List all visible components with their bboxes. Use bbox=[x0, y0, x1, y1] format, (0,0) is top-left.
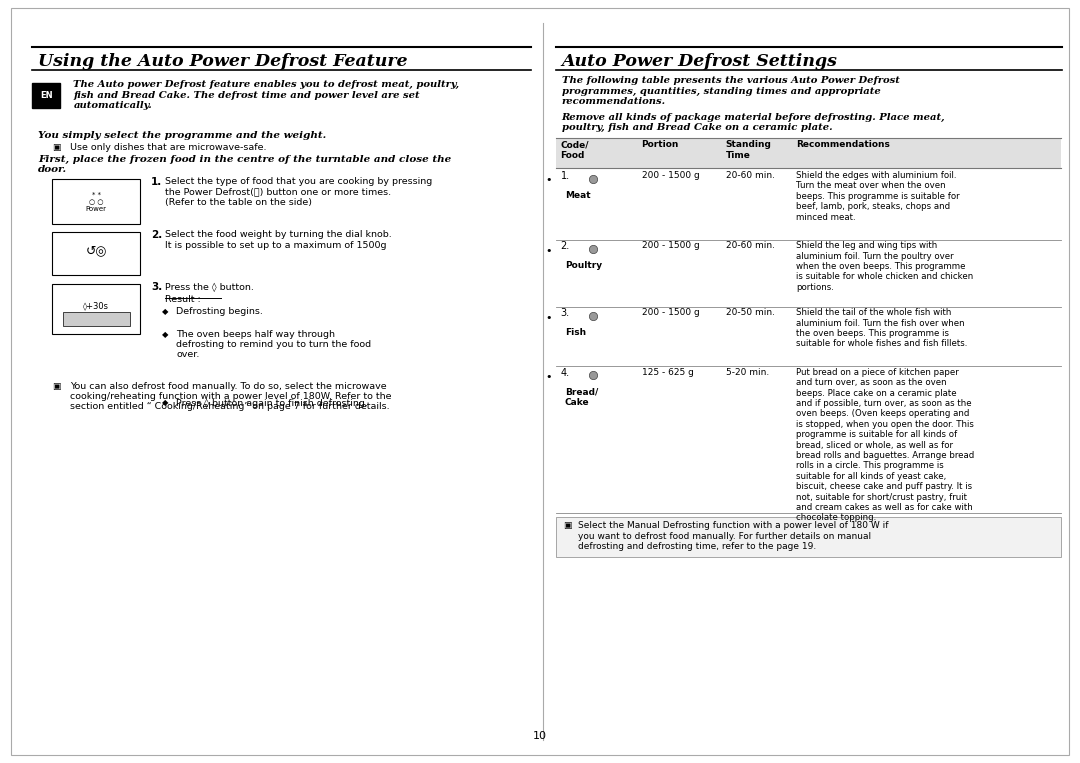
Text: The following table presents the various Auto Power Defrost
programmes, quantiti: The following table presents the various… bbox=[562, 76, 900, 106]
Text: 20-60 min.: 20-60 min. bbox=[726, 241, 774, 250]
Text: 200 - 1500 g: 200 - 1500 g bbox=[642, 308, 699, 317]
Text: ◆: ◆ bbox=[162, 330, 168, 339]
Text: * *
○ ○
Power: * * ○ ○ Power bbox=[85, 192, 107, 212]
Text: EN: EN bbox=[40, 91, 53, 100]
Text: Shield the leg and wing tips with
aluminium foil. Turn the poultry over
when the: Shield the leg and wing tips with alumin… bbox=[796, 241, 973, 291]
Text: Use only dishes that are microwave-safe.: Use only dishes that are microwave-safe. bbox=[70, 143, 267, 153]
Text: 200 - 1500 g: 200 - 1500 g bbox=[642, 241, 699, 250]
Text: ▣: ▣ bbox=[563, 521, 571, 530]
Text: 3.: 3. bbox=[561, 308, 569, 318]
Bar bbox=[32, 83, 60, 108]
Text: ↺◎: ↺◎ bbox=[85, 243, 107, 257]
Text: •: • bbox=[545, 246, 552, 256]
Text: The Auto power Defrost feature enables you to defrost meat, poultry,
fish and Br: The Auto power Defrost feature enables y… bbox=[73, 80, 460, 110]
Text: 2.: 2. bbox=[561, 241, 570, 251]
Text: ◆: ◆ bbox=[162, 307, 168, 316]
Text: 200 - 1500 g: 200 - 1500 g bbox=[642, 171, 699, 180]
Bar bbox=[63, 312, 130, 326]
Text: You simply select the programme and the weight.: You simply select the programme and the … bbox=[38, 131, 326, 140]
Text: ◆: ◆ bbox=[162, 398, 168, 407]
Text: 4.: 4. bbox=[561, 368, 569, 378]
Text: 10: 10 bbox=[534, 731, 546, 742]
Text: Put bread on a piece of kitchen paper
and turn over, as soon as the oven
beeps. : Put bread on a piece of kitchen paper an… bbox=[796, 368, 974, 523]
Text: 20-50 min.: 20-50 min. bbox=[726, 308, 774, 317]
Text: Shield the edges with aluminium foil.
Turn the meat over when the oven
beeps. Th: Shield the edges with aluminium foil. Tu… bbox=[796, 171, 960, 221]
Text: ◊+30s: ◊+30s bbox=[83, 301, 109, 310]
Text: 2.: 2. bbox=[151, 230, 162, 240]
Bar bbox=[556, 138, 1061, 168]
Text: Result :: Result : bbox=[165, 295, 201, 304]
Text: Shield the tail of the whole fish with
aluminium foil. Turn the fish over when
t: Shield the tail of the whole fish with a… bbox=[796, 308, 968, 349]
Text: Select the food weight by turning the dial knob.
It is possible to set up to a m: Select the food weight by turning the di… bbox=[165, 230, 392, 250]
Text: First, place the frozen food in the centre of the turntable and close the
door.: First, place the frozen food in the cent… bbox=[38, 155, 451, 174]
Text: 3.: 3. bbox=[151, 282, 162, 292]
Text: Meat: Meat bbox=[565, 191, 591, 200]
Text: ▣: ▣ bbox=[52, 382, 60, 391]
Text: ▣: ▣ bbox=[52, 143, 60, 153]
Text: You can also defrost food manually. To do so, select the microwave
cooking/rehea: You can also defrost food manually. To d… bbox=[70, 382, 392, 411]
Text: 1.: 1. bbox=[561, 171, 569, 181]
Text: 1.: 1. bbox=[151, 177, 162, 187]
Text: Defrosting begins.: Defrosting begins. bbox=[176, 307, 262, 316]
Text: Press the ◊ button.: Press the ◊ button. bbox=[165, 282, 254, 291]
Text: Bread/
Cake: Bread/ Cake bbox=[565, 388, 598, 407]
Text: Fish: Fish bbox=[565, 328, 586, 337]
Text: 5-20 min.: 5-20 min. bbox=[726, 368, 769, 377]
Text: Press ◊ button again to finish defrosting.: Press ◊ button again to finish defrostin… bbox=[176, 398, 368, 407]
Text: Portion: Portion bbox=[642, 140, 679, 150]
Text: Poultry: Poultry bbox=[565, 261, 602, 270]
Text: Standing
Time: Standing Time bbox=[726, 140, 771, 159]
Bar bbox=[52, 179, 140, 224]
Text: Using the Auto Power Defrost Feature: Using the Auto Power Defrost Feature bbox=[38, 53, 407, 70]
Text: Select the type of food that you are cooking by pressing
the Power Defrost(㏔) bu: Select the type of food that you are coo… bbox=[165, 177, 432, 207]
Bar bbox=[52, 284, 140, 334]
Text: Auto Power Defrost Settings: Auto Power Defrost Settings bbox=[562, 53, 837, 70]
Text: •: • bbox=[545, 313, 552, 323]
Text: The oven beeps half way through
defrosting to remind you to turn the food
over.: The oven beeps half way through defrosti… bbox=[176, 330, 372, 359]
Text: Code/
Food: Code/ Food bbox=[561, 140, 589, 159]
Text: 125 - 625 g: 125 - 625 g bbox=[642, 368, 693, 377]
Text: Recommendations: Recommendations bbox=[796, 140, 890, 150]
Text: 20-60 min.: 20-60 min. bbox=[726, 171, 774, 180]
Bar bbox=[52, 232, 140, 275]
Text: •: • bbox=[545, 175, 552, 185]
Text: Remove all kinds of package material before defrosting. Place meat,
poultry, fis: Remove all kinds of package material bef… bbox=[562, 113, 945, 132]
Bar bbox=[556, 517, 1061, 557]
Text: •: • bbox=[545, 372, 552, 382]
Text: Select the Manual Defrosting function with a power level of 180 W if
you want to: Select the Manual Defrosting function wi… bbox=[578, 521, 889, 551]
